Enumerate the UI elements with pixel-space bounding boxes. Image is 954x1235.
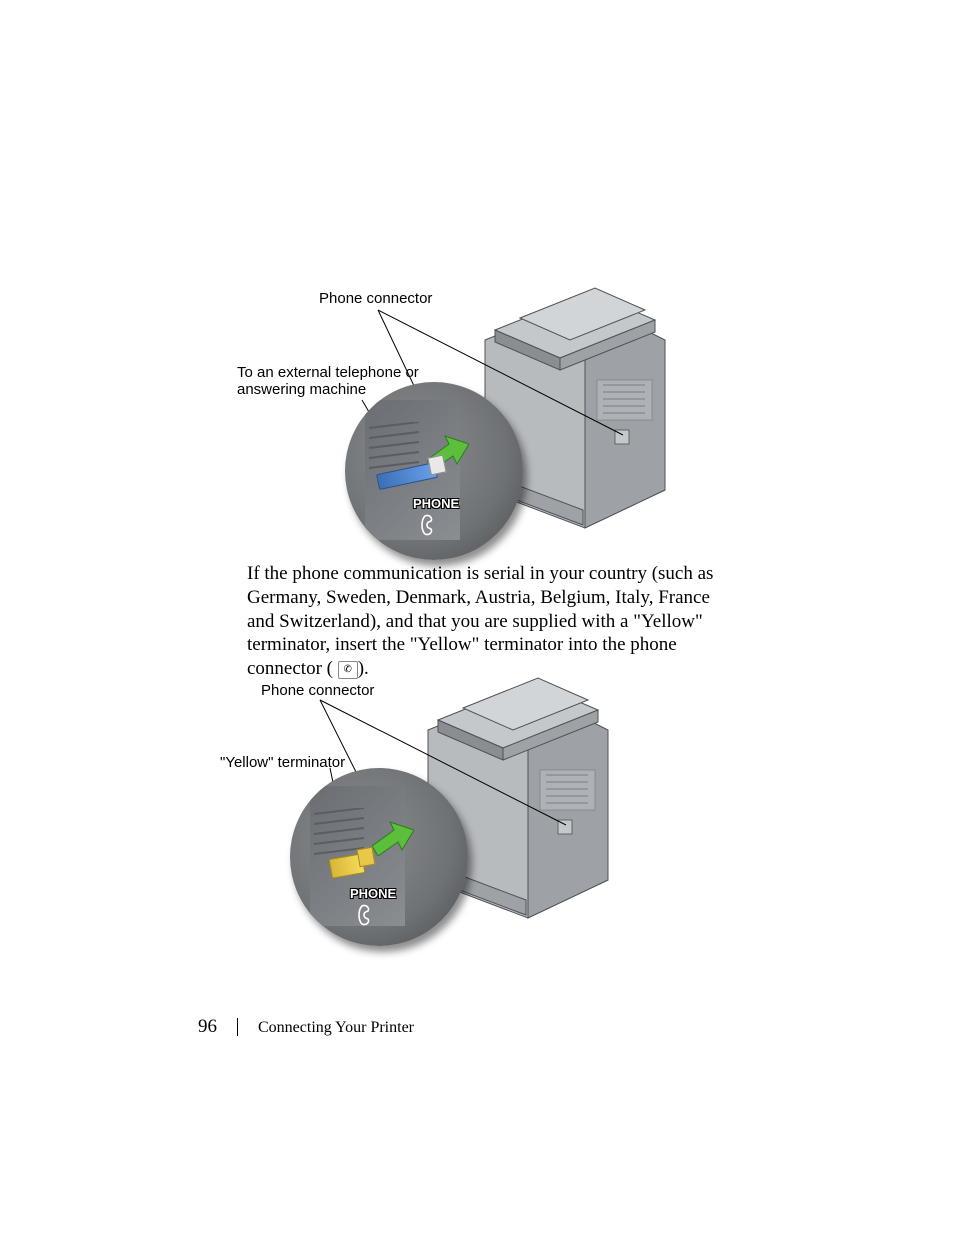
footer-divider <box>237 1018 238 1036</box>
phone-label-1: PHONE <box>413 496 459 511</box>
green-arrow-2 <box>372 820 414 856</box>
page-number: 96 <box>198 1016 217 1038</box>
figure-2: Phone connector "Yellow" terminator <box>0 660 700 950</box>
phone-handset-icon-1 <box>421 514 447 536</box>
footer-title: Connecting Your Printer <box>258 1019 414 1037</box>
phone-label-2: PHONE <box>350 886 396 901</box>
detail-circle-1: PHONE <box>345 382 523 560</box>
page-footer: 96 Connecting Your Printer <box>198 1016 414 1038</box>
phone-handset-icon-2 <box>358 904 384 926</box>
detail-circle-2: PHONE <box>290 768 468 946</box>
leader-lines-1 <box>0 270 700 560</box>
figure-1: Phone connector To an external telephone… <box>0 270 700 560</box>
page: Phone connector To an external telephone… <box>0 0 954 1235</box>
